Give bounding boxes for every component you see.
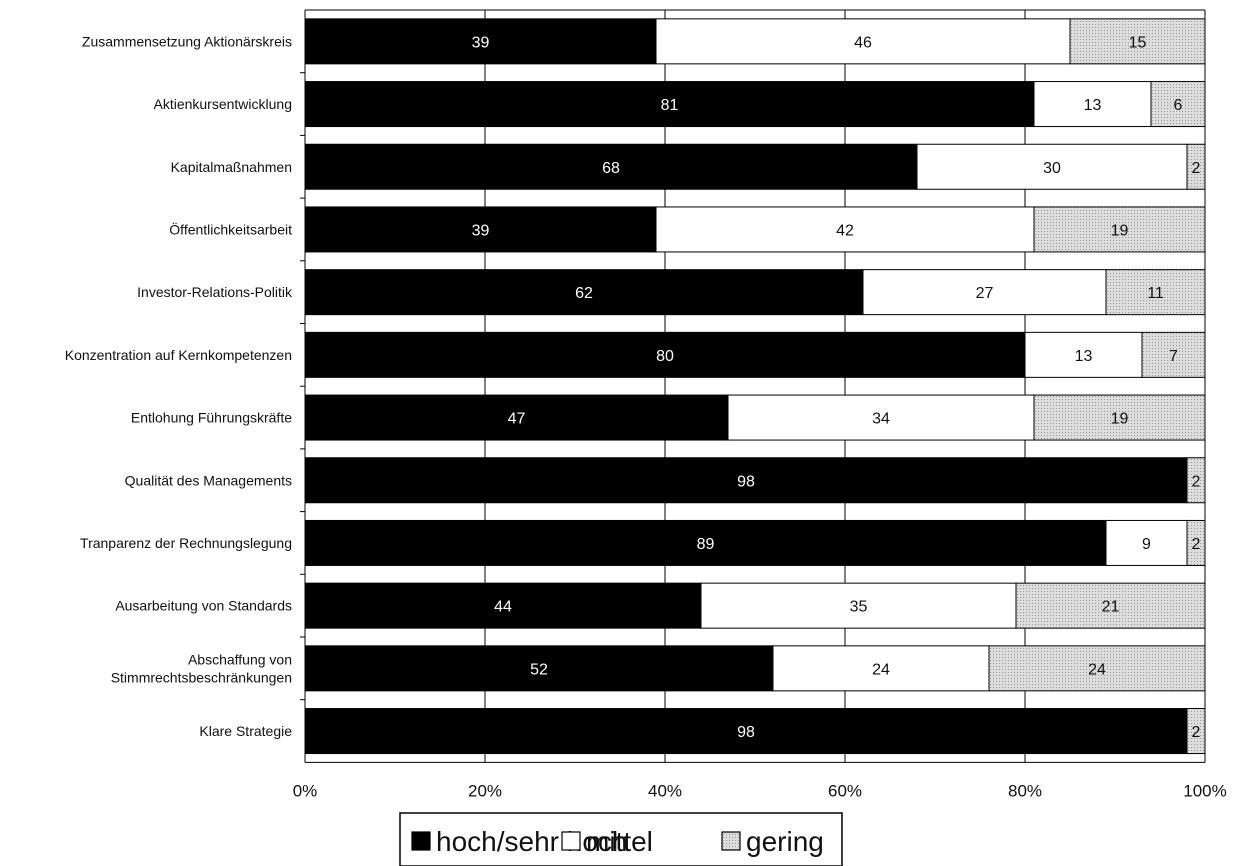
data-label: 9	[1142, 536, 1151, 553]
bar-segment	[1033, 206, 1206, 253]
bar-segment	[304, 143, 918, 190]
data-label: 13	[1075, 348, 1093, 365]
x-tick-label: 0%	[293, 781, 318, 800]
category-label: Klare Strategie	[199, 723, 292, 739]
data-label: 2	[1192, 160, 1201, 177]
bar-segment	[304, 18, 657, 65]
x-tick-label: 80%	[1008, 781, 1042, 800]
bar-segment	[727, 394, 1035, 441]
legend-label: hoch/sehr hoch	[436, 826, 627, 857]
data-label: 80	[656, 348, 674, 365]
bar-segment	[1186, 519, 1206, 566]
data-label: 35	[850, 599, 868, 616]
data-label: 24	[872, 661, 890, 678]
x-tick-label: 40%	[648, 781, 682, 800]
data-label: 24	[1088, 661, 1106, 678]
bar-segment	[1024, 331, 1143, 378]
data-label: 2	[1192, 724, 1201, 741]
category-label: Zusammensetzung Aktionärskreis	[82, 33, 292, 49]
data-label: 98	[737, 473, 755, 490]
bar-segment	[1069, 18, 1206, 65]
category-label: Tranparenz der Rechnungslegung	[80, 535, 292, 551]
bars: 39 46 15 81 13 6 68 30 2 39 42 19 62 27 11 80 13 7 47 34 19 9…	[304, 18, 1206, 755]
category-label: Entlohung Führungskräfte	[131, 410, 292, 426]
bar-segment	[1186, 708, 1206, 755]
bar-segment	[1105, 269, 1206, 316]
data-label: 19	[1111, 411, 1129, 428]
data-label: 13	[1084, 97, 1102, 114]
bar-segment	[1105, 519, 1188, 566]
bar-segment	[655, 206, 1035, 253]
category-label: Ausarbeitung von Standards	[115, 598, 292, 614]
bar-segment	[1033, 81, 1152, 128]
x-tick-label: 100%	[1183, 781, 1226, 800]
data-label: 11	[1147, 285, 1164, 302]
data-label: 42	[836, 222, 854, 239]
bar-segment	[304, 457, 1188, 504]
bar-segment	[304, 331, 1026, 378]
data-label: 46	[854, 34, 872, 51]
x-tick-label: 20%	[468, 781, 502, 800]
legend-label: gering	[746, 826, 824, 857]
data-label: 30	[1043, 160, 1061, 177]
data-label: 6	[1174, 97, 1183, 114]
legend-label: mittel	[586, 826, 653, 857]
x-axis-ticks: 0% 20% 40% 60% 80% 100%	[293, 781, 1227, 800]
data-label: 52	[530, 661, 548, 678]
legend-box	[399, 812, 843, 866]
category-label: Abschaffung von	[188, 651, 292, 667]
bar-segment	[304, 645, 774, 692]
bar-segment	[304, 269, 864, 316]
bar-segment	[304, 582, 702, 629]
data-label: 27	[976, 285, 994, 302]
category-labels: Zusammensetzung Aktionärskreis Aktienkurs…	[65, 33, 293, 739]
bar-segment	[1141, 331, 1206, 378]
bar-segment	[304, 81, 1035, 128]
bar-segment	[304, 708, 1188, 755]
bar-segment	[655, 18, 1071, 65]
category-label: Qualität des Managements	[125, 472, 292, 488]
category-label: Stimmrechtsbeschränkungen	[111, 669, 292, 685]
data-label: 2	[1192, 473, 1201, 490]
data-label: 34	[872, 411, 890, 428]
data-label: 19	[1111, 222, 1129, 239]
data-label: 47	[508, 411, 526, 428]
data-label: 7	[1169, 348, 1178, 365]
data-label: 39	[472, 34, 490, 51]
category-label: Kapitalmaßnahmen	[171, 159, 292, 175]
bar-segment	[1186, 457, 1206, 504]
gridlines	[300, 9, 1206, 763]
category-label: Aktienkursentwicklung	[153, 96, 292, 112]
bar-segment	[304, 394, 729, 441]
data-label: 81	[661, 97, 679, 114]
category-label: Konzentration auf Kernkompetenzen	[65, 347, 292, 363]
bar-segment	[1015, 582, 1206, 629]
bar-segment	[700, 582, 1017, 629]
data-label: 89	[697, 536, 715, 553]
data-label: 39	[472, 222, 490, 239]
legend-swatch	[721, 831, 741, 851]
bar-segment	[1186, 143, 1206, 190]
bar-segment	[988, 645, 1206, 692]
bar-segment	[1150, 81, 1206, 128]
data-label: 68	[602, 160, 620, 177]
bar-segment	[916, 143, 1188, 190]
data-label: 44	[494, 599, 512, 616]
legend-swatch	[561, 831, 581, 851]
bar-segment	[1033, 394, 1206, 441]
category-label: Investor-Relations-Politik	[137, 284, 293, 300]
data-label: 15	[1129, 34, 1147, 51]
data-label: 98	[737, 724, 755, 741]
data-label: 2	[1192, 536, 1201, 553]
data-label: 62	[575, 285, 593, 302]
x-tick-label: 60%	[828, 781, 862, 800]
legend-swatch	[411, 831, 431, 851]
bar-segment	[862, 269, 1107, 316]
category-label: Öffentlichkeitsarbeit	[169, 220, 292, 237]
data-label: 21	[1102, 599, 1120, 616]
